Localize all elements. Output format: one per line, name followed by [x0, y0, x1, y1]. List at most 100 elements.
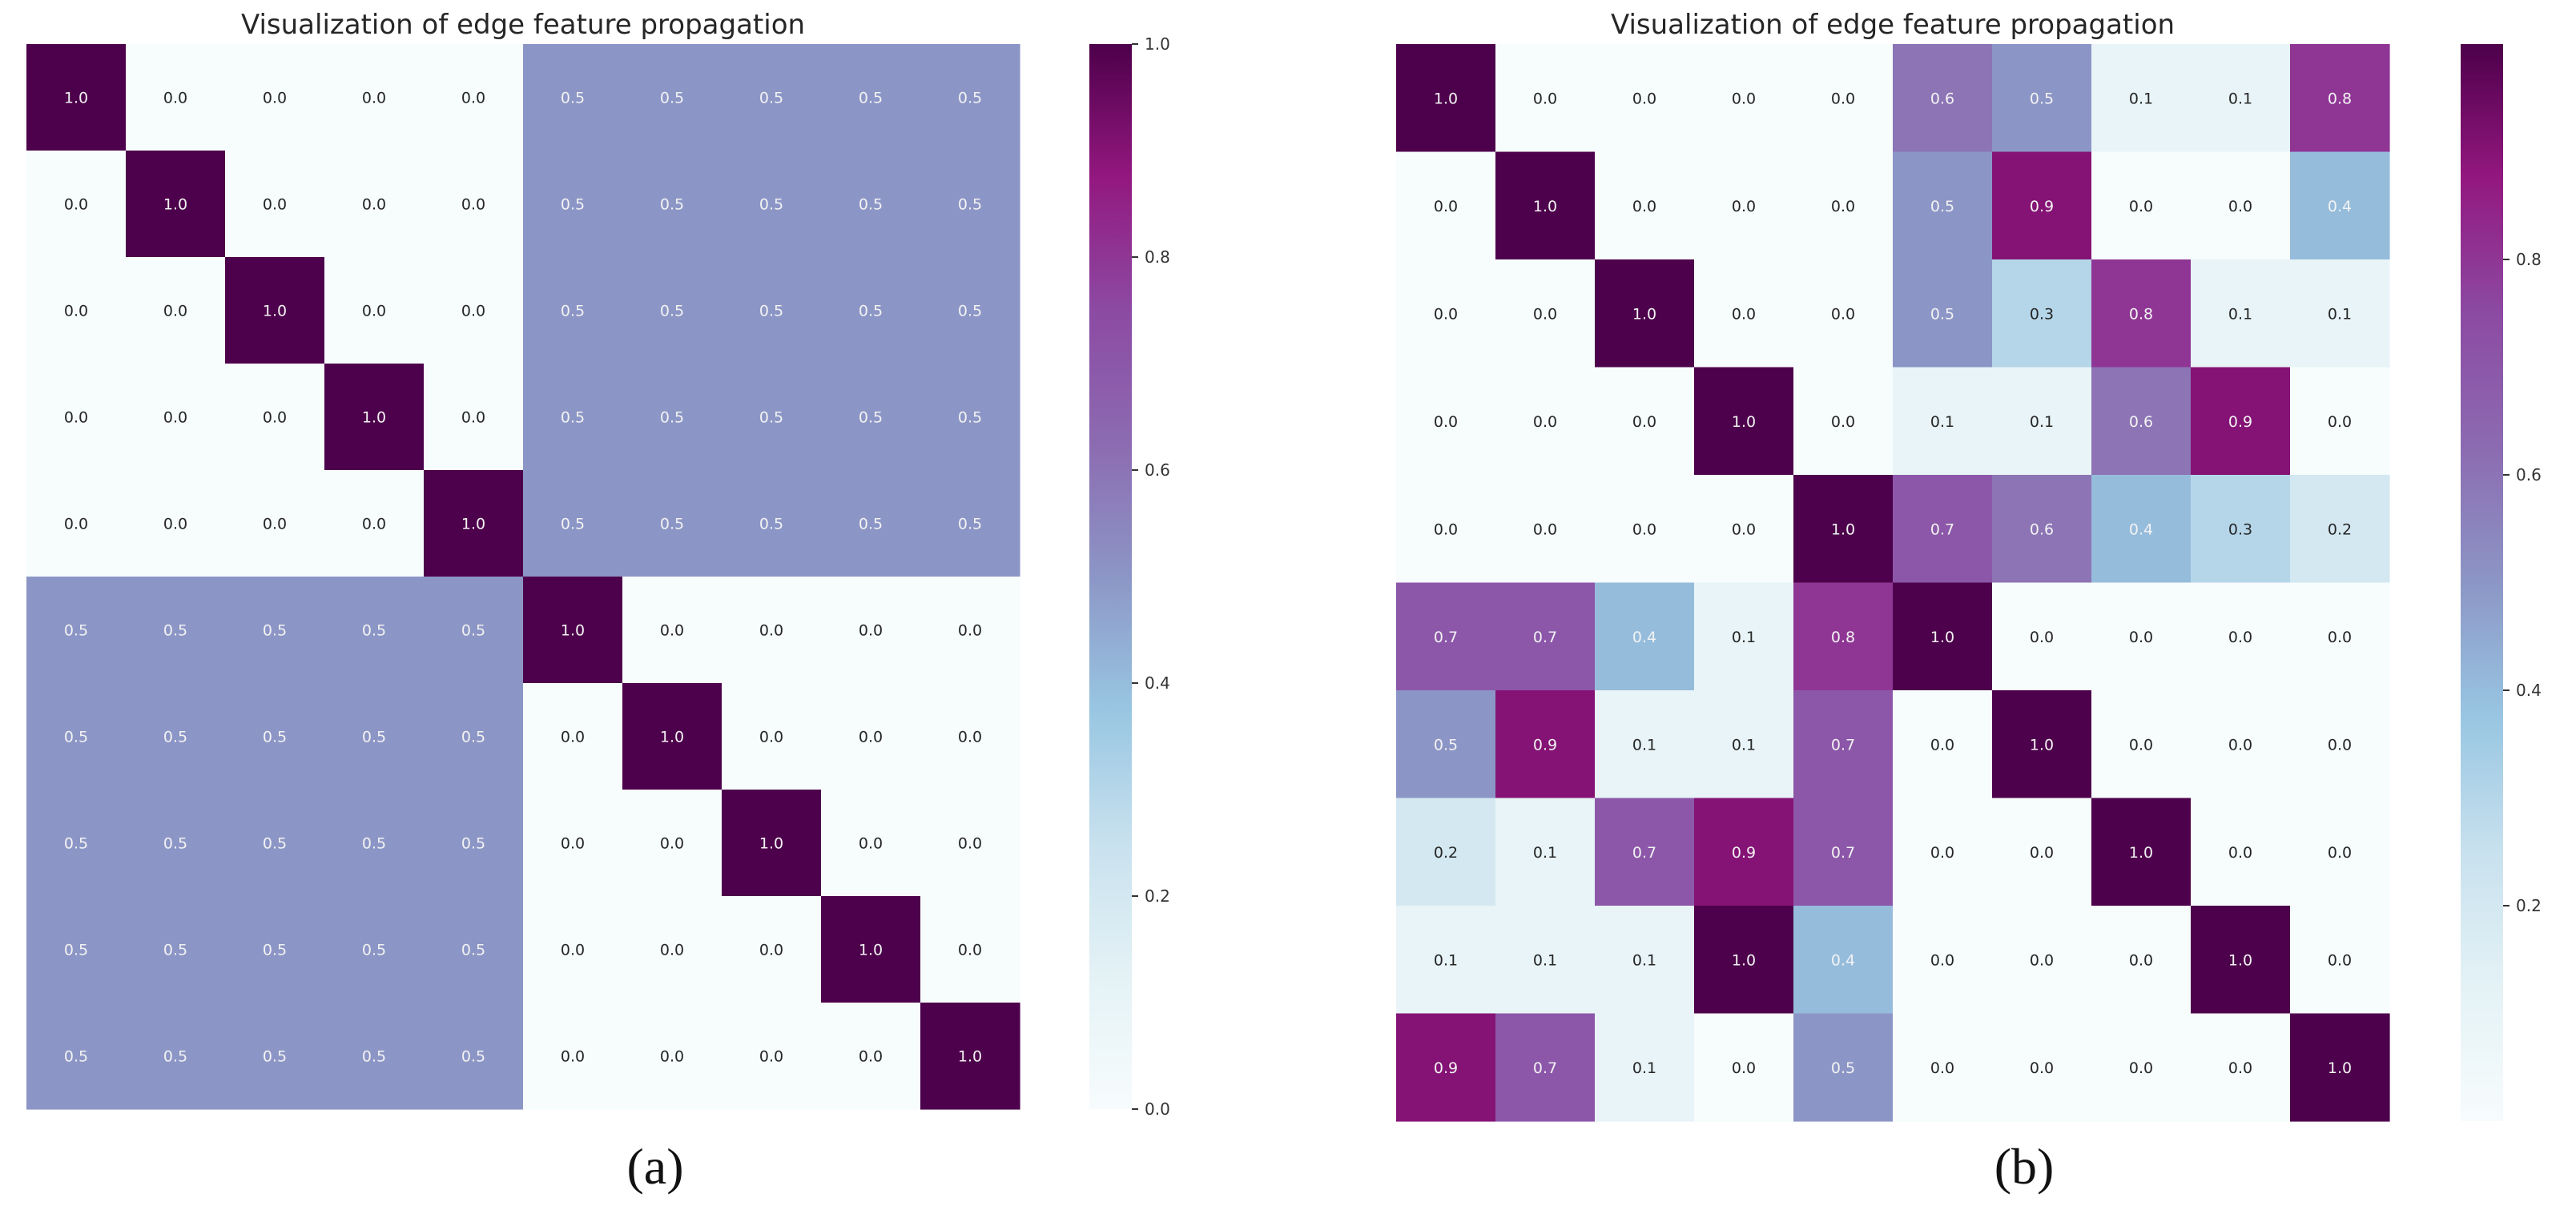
cell-value-label: 0.0: [2129, 1059, 2153, 1077]
cell-value-label: 0.0: [2228, 629, 2252, 646]
heatmap-cell: [2191, 151, 2291, 260]
heatmap-cell: [324, 790, 425, 897]
cell-value-label: 0.5: [163, 622, 187, 640]
cell-value-label: 1.0: [64, 90, 88, 107]
cell-value-label: 0.4: [1632, 629, 1656, 646]
heatmap-cell: [1694, 690, 1794, 799]
cell-value-label: 0.0: [561, 835, 585, 853]
cell-value-label: 0.1: [1732, 629, 1756, 646]
colorbar-tick-label: 0.0: [1145, 1099, 1170, 1119]
cell-value-label: 0.0: [2328, 413, 2352, 431]
heatmap-cell: [424, 257, 524, 364]
cell-value-label: 1.0: [759, 835, 783, 853]
heatmap-cell: [821, 151, 921, 258]
heatmap-cell: [722, 470, 822, 577]
cell-value-label: 0.0: [1732, 521, 1756, 538]
cell-value-label: 0.2: [1434, 844, 1458, 862]
heatmap-cell: [1694, 151, 1794, 260]
heatmap-cell: [126, 683, 226, 790]
cell-value-label: 0.5: [163, 1048, 187, 1066]
cell-value-label: 0.5: [759, 196, 783, 214]
heatmap-cell: [1893, 367, 1993, 476]
heatmap-cell: [523, 470, 623, 577]
heatmap-cell: [2091, 367, 2192, 476]
heatmap-cell: [1495, 475, 1596, 584]
heatmap-cell: [523, 577, 623, 684]
cell-value-label: 0.0: [1434, 305, 1458, 323]
cell-value-label: 0.7: [1831, 736, 1855, 754]
heatmap-cell: [126, 577, 226, 684]
heatmap-cell: [1793, 259, 1894, 368]
cell-value-label: 1.0: [660, 729, 684, 746]
heatmap-cell: [26, 683, 127, 790]
heatmap-cell: [622, 1003, 722, 1110]
heatmap-cell: [225, 896, 325, 1003]
heatmap-cell: [920, 896, 1020, 1003]
heatmap-cell: [622, 896, 722, 1003]
cell-value-label: 0.5: [1930, 305, 1954, 323]
cell-value-label: 0.0: [1930, 1059, 1954, 1077]
heatmap-cell: [1595, 906, 1695, 1015]
cell-value-label: 0.9: [1434, 1059, 1458, 1077]
cell-value-label: 1.0: [1732, 951, 1756, 969]
cell-value-label: 0.0: [362, 303, 386, 320]
cell-value-label: 1.0: [2030, 736, 2054, 754]
cell-value-label: 0.0: [660, 1048, 684, 1066]
cell-value-label: 0.0: [660, 942, 684, 959]
heatmap-cell: [2290, 259, 2390, 368]
cell-value-label: 0.7: [1434, 629, 1458, 646]
heatmap-cell: [2091, 582, 2192, 691]
heatmap-cell: [424, 44, 524, 151]
cell-value-label: 0.1: [2328, 305, 2352, 323]
heatmap-cell: [1793, 44, 1894, 153]
cell-value-label: 0.5: [1434, 736, 1458, 754]
heatmap-cell: [1793, 475, 1894, 584]
heatmap-cell: [523, 44, 623, 151]
cell-value-label: 0.0: [1434, 521, 1458, 538]
cell-value-label: 0.5: [362, 622, 386, 640]
cell-value-label: 0.2: [2328, 521, 2352, 538]
colorbar: [2461, 44, 2503, 1121]
heatmap-cell: [523, 257, 623, 364]
heatmap-cell: [523, 790, 623, 897]
heatmap-cell: [2091, 151, 2192, 260]
heatmap-cell: [2091, 475, 2192, 584]
heatmap-cell: [1893, 1013, 1993, 1122]
heatmap-cell: [1396, 582, 1496, 691]
cell-value-label: 0.0: [263, 409, 287, 427]
heatmap-cell: [324, 470, 425, 577]
heatmap-cell: [1992, 367, 2092, 476]
heatmap-cell: [2290, 798, 2390, 906]
heatmap-cell: [920, 1003, 1020, 1110]
cell-value-label: 0.5: [362, 835, 386, 853]
heatmap-cell: [2091, 259, 2192, 368]
heatmap-cell: [821, 44, 921, 151]
cell-value-label: 1.0: [1434, 90, 1458, 107]
cell-value-label: 0.5: [263, 622, 287, 640]
heatmap-cell: [324, 44, 425, 151]
cell-value-label: 0.5: [759, 303, 783, 320]
heatmap-cell: [920, 257, 1020, 364]
cell-value-label: 0.0: [461, 196, 485, 214]
colorbar-tick-label: 0.8: [2516, 250, 2542, 269]
cell-value-label: 0.0: [2228, 844, 2252, 862]
heatmap-cell: [920, 790, 1020, 897]
cell-value-label: 0.0: [759, 622, 783, 640]
heatmap-cell: [1992, 475, 2092, 584]
heatmap-cell: [126, 470, 226, 577]
cell-value-label: 0.5: [660, 303, 684, 320]
cell-value-label: 0.0: [163, 90, 187, 107]
heatmap-cell: [1396, 367, 1496, 476]
cell-value-label: 1.0: [561, 622, 585, 640]
cell-value-label: 0.0: [1434, 198, 1458, 215]
cell-value-label: 0.7: [1831, 844, 1855, 862]
heatmap-cell: [1396, 798, 1496, 906]
cell-value-label: 0.0: [1632, 521, 1656, 538]
heatmap-cell: [920, 683, 1020, 790]
heatmap-cell: [324, 577, 425, 684]
cell-value-label: 0.0: [958, 835, 982, 853]
heatmap-cell: [1793, 151, 1894, 260]
heatmap-cell: [1396, 475, 1496, 584]
heatmap-cell: [1793, 690, 1894, 799]
